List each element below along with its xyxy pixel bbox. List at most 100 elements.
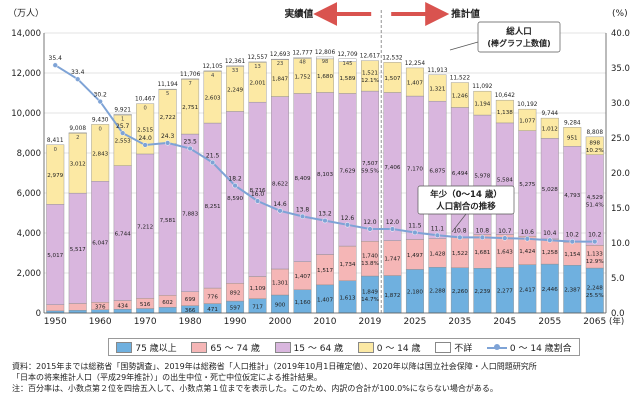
- bar-value-label: 2,979: [47, 173, 63, 179]
- bar-total-label: 10,192: [517, 102, 538, 108]
- bar-value-label: 2,260: [452, 289, 468, 295]
- bar-value-label: 2,387: [564, 288, 580, 294]
- legend-swatch-15-64: [274, 341, 291, 353]
- bar-value-label: 1,154: [564, 252, 580, 258]
- child-share-label: 10.8: [453, 227, 467, 234]
- x-tick-label: 2019: [359, 317, 382, 327]
- child-share-label: 13.2: [318, 211, 332, 218]
- bar-unknown-label: 5: [166, 91, 169, 97]
- bar-value-label: 699: [185, 297, 196, 303]
- bar-value-label: 8,622: [272, 181, 288, 187]
- bar-value-label: 2,843: [92, 151, 108, 157]
- bar-value-label: 8,251: [205, 204, 221, 210]
- bar-value-label: 2,417: [519, 287, 535, 293]
- y-unit-left: （万人）: [8, 8, 44, 19]
- bar-value-label: 376: [95, 304, 106, 310]
- y-tick-right: 0.0: [611, 309, 625, 319]
- bar-0-14: [540, 117, 559, 139]
- y-tick-right: 10.0: [611, 239, 630, 249]
- bar-unknown-label: 48: [299, 59, 306, 65]
- bar-value-label: 1,734: [339, 262, 355, 268]
- child-share-point: [299, 213, 306, 220]
- bar-value-label: 1,747: [384, 257, 400, 263]
- bar-unknown: [293, 57, 312, 59]
- legend-swatch-unknown: [435, 341, 452, 353]
- bar-unknown: [113, 114, 132, 116]
- bar-unknown: [316, 56, 334, 60]
- child-share-label: 14.6: [273, 201, 287, 208]
- x-tick-label: 2055: [538, 317, 561, 327]
- child-share-label: 23.5: [183, 139, 197, 146]
- bar-value-label: 1,522: [452, 251, 468, 257]
- bar-value-label: 1,613: [339, 295, 355, 301]
- child-share-label: 30.2: [94, 92, 108, 99]
- bar-value-label: 1,424: [519, 249, 535, 255]
- legend-label-15-64: 15 ～ 64 歳: [293, 343, 344, 354]
- callout-total-box: [477, 21, 561, 53]
- bar-value-label: 6,875: [429, 168, 445, 174]
- bar-total-label: 12,557: [247, 55, 268, 61]
- bar-value-label: 2,001: [250, 81, 266, 87]
- y-tick-right: 30.0: [611, 99, 630, 109]
- bar-total-label: 9,008: [69, 126, 86, 132]
- bar-value-label: 892: [230, 291, 241, 297]
- bar-value-label: 7,507: [362, 161, 378, 167]
- bar-value-label: 5,028: [542, 187, 558, 193]
- bar-value-label: 1,109: [250, 286, 266, 292]
- child-share-point: [187, 145, 193, 152]
- bar-unknown-label: 0: [54, 147, 57, 153]
- bar-value-label: 1,517: [317, 268, 333, 274]
- legend-line-icon: [486, 343, 507, 352]
- bar-0-14: [450, 82, 469, 108]
- bar-value-label: 900: [275, 303, 286, 309]
- child-share-label: 13.8: [296, 206, 310, 213]
- bar-0-14: [563, 127, 582, 147]
- legend: 75 歳以上 65 ～ 74 歳 15 ～ 64 歳 0 ～ 14 歳 不詳 0…: [108, 338, 580, 356]
- bar-value-label: 471: [207, 307, 218, 313]
- child-share-point: [97, 98, 103, 105]
- bar-value-label: 14.7%: [361, 297, 379, 303]
- bar-value-label: 2,288: [429, 289, 445, 295]
- note-source-2: 「日本の将来推計人口（平成29年推計）」の出生中位・死亡中位仮定による推計結果。: [12, 373, 322, 382]
- bar-value-label: 1,012: [542, 127, 558, 133]
- child-share-point: [209, 159, 216, 166]
- y-tick-left: 6,000: [17, 189, 41, 199]
- bar-65-74: [68, 303, 87, 311]
- x-tick-label: 2010: [314, 317, 337, 327]
- bar-total-label: 10,467: [135, 97, 156, 103]
- child-share-point: [502, 235, 508, 241]
- bar-value-label: 7,170: [407, 166, 423, 172]
- bar-value-label: 1,246: [452, 94, 468, 100]
- bar-value-label: 2,248: [587, 285, 603, 291]
- bar-total-label: 12,693: [270, 52, 291, 58]
- child-share-point: [457, 234, 463, 241]
- bar-value-label: 951: [567, 135, 578, 141]
- child-share-label: 11.1: [431, 225, 445, 232]
- bar-total-label: 11,092: [472, 84, 493, 90]
- bar-0-14: [518, 108, 537, 131]
- bar-0-14: [473, 90, 492, 116]
- bar-unknown: [226, 65, 245, 67]
- callout-child-sub: 人口割合の推移: [436, 201, 496, 212]
- child-share-label: 10.2: [566, 232, 580, 239]
- bar-value-label: 1,321: [429, 86, 445, 92]
- bar-total-label: 9,921: [114, 108, 131, 114]
- child-share-label: 12.0: [386, 219, 400, 226]
- bar-value-label: 1,428: [429, 251, 445, 257]
- bar-value-label: 5,584: [497, 177, 513, 183]
- bar-75plus: [158, 307, 177, 314]
- bar-value-label: 1,680: [317, 74, 333, 80]
- child-share-point: [322, 217, 328, 224]
- callout-total-pointer: [449, 41, 479, 51]
- bar-unknown-label: 7: [188, 81, 191, 87]
- child-share-label: 10.8: [476, 227, 490, 234]
- child-share-point: [52, 62, 58, 68]
- y-tick-right: 25.0: [611, 134, 630, 144]
- bar-value-label: 1,589: [339, 76, 355, 82]
- bar-value-label: 7,629: [339, 168, 355, 174]
- bar-value-label: 13.8%: [361, 261, 379, 267]
- child-share-point: [254, 198, 261, 204]
- bar-value-label: 8,103: [317, 172, 333, 178]
- bar-value-label: 2,553: [115, 139, 131, 145]
